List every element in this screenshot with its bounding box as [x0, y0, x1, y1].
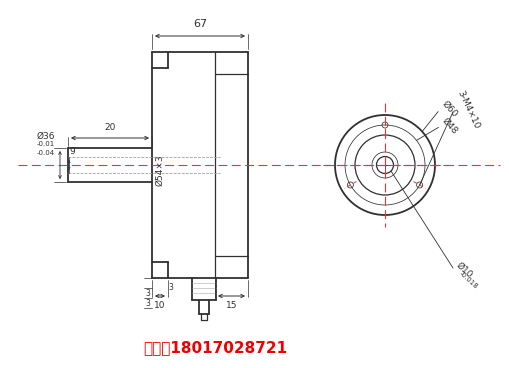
Text: 67: 67	[193, 19, 207, 29]
Text: -0.04: -0.04	[37, 150, 55, 156]
Text: -0.018: -0.018	[458, 270, 479, 290]
Text: 10: 10	[154, 301, 166, 310]
Text: -0.01: -0.01	[37, 141, 55, 147]
Text: Ø36: Ø36	[37, 131, 55, 141]
Text: 9: 9	[69, 146, 75, 156]
Text: Ø48: Ø48	[440, 117, 460, 136]
Text: 3: 3	[145, 298, 150, 308]
Text: 3: 3	[168, 283, 174, 292]
Text: 20: 20	[104, 123, 116, 132]
Text: 3: 3	[145, 289, 150, 297]
Text: 手机：18017028721: 手机：18017028721	[143, 340, 287, 355]
Text: 15: 15	[226, 301, 237, 310]
Text: Ø54×3: Ø54×3	[156, 154, 164, 186]
Text: Ø10: Ø10	[454, 261, 474, 280]
Text: Ø60: Ø60	[440, 100, 459, 120]
Text: 3-M4×10: 3-M4×10	[455, 89, 480, 131]
